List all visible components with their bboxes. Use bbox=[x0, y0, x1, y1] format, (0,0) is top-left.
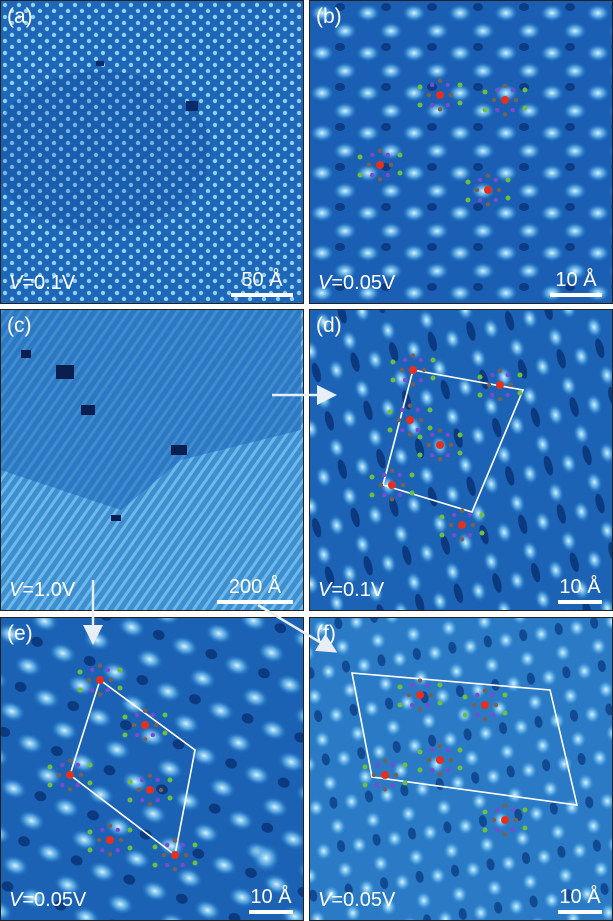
panel-label: (d) bbox=[316, 314, 342, 337]
panel-label: (c) bbox=[7, 314, 32, 337]
scale-bar: 10 Å bbox=[249, 886, 293, 914]
stm-image-f bbox=[310, 618, 612, 920]
panel-a: (a) V=0.1V 50 Å bbox=[0, 0, 304, 304]
panel-f: (f) V=0.05V 10 Å bbox=[309, 617, 613, 921]
panel-d: (d) V=0.1V 10 Å bbox=[309, 309, 613, 611]
bias-voltage: V=0.05V bbox=[318, 889, 396, 911]
bias-voltage: V=1.0V bbox=[9, 579, 76, 601]
bias-voltage: V=0.1V bbox=[318, 579, 385, 601]
scale-bar: 10 Å bbox=[558, 886, 602, 914]
scale-bar: 200 Å bbox=[217, 576, 293, 604]
panel-b: (b) V=0.05V 10 Å bbox=[309, 0, 613, 304]
stm-image-c bbox=[1, 310, 303, 610]
stm-image-b bbox=[310, 1, 612, 303]
panel-label: (e) bbox=[7, 622, 33, 645]
bias-voltage: V=0.05V bbox=[9, 889, 87, 911]
bias-voltage: V=0.1V bbox=[9, 272, 76, 294]
scale-bar: 10 Å bbox=[550, 269, 602, 297]
scale-bar: 10 Å bbox=[558, 576, 602, 604]
stm-image-a bbox=[1, 1, 303, 303]
panel-c: (c) V=1.0V 200 Å bbox=[0, 309, 304, 611]
stm-image-d bbox=[310, 310, 612, 610]
panel-label: (a) bbox=[7, 5, 33, 28]
panel-label: (b) bbox=[316, 5, 342, 28]
bias-voltage: V=0.05V bbox=[318, 272, 396, 294]
scale-bar: 50 Å bbox=[231, 269, 293, 297]
panel-e: (e) V=0.05V 10 Å bbox=[0, 617, 304, 921]
stm-image-e bbox=[1, 618, 303, 920]
panel-label: (f) bbox=[316, 622, 336, 645]
